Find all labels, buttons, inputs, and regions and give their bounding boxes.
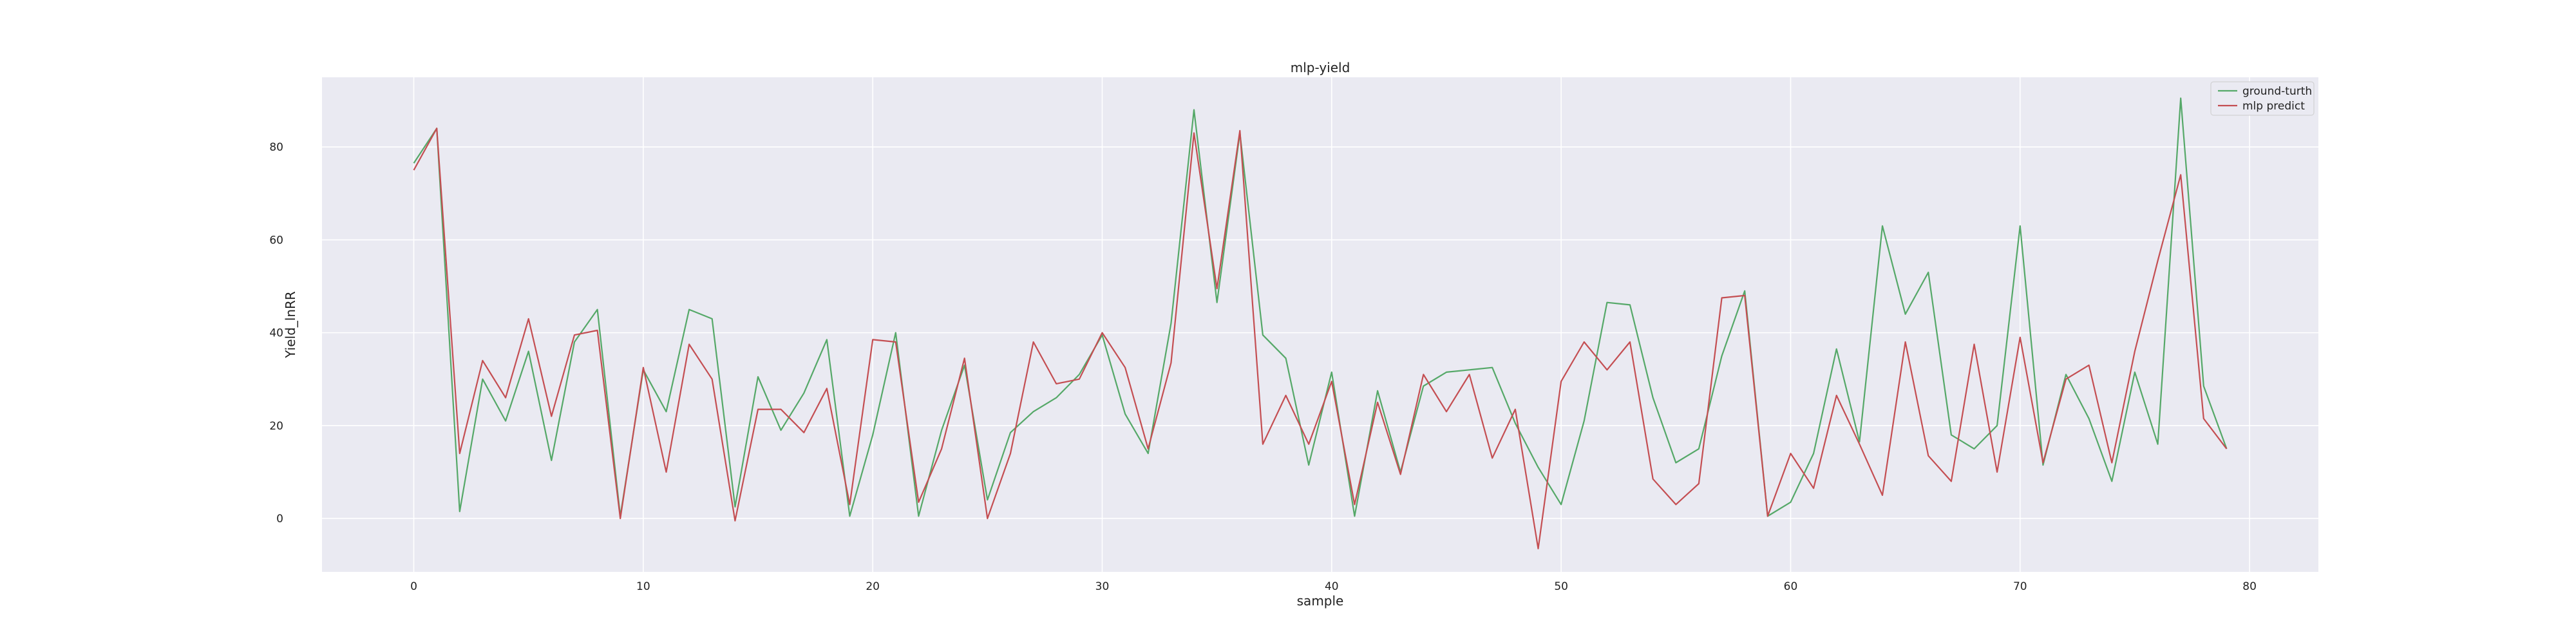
x-tick-labels: 0 10 20 30 40 50 60 70 80 <box>410 580 2257 593</box>
chart-title: mlp-yield <box>1291 60 1350 75</box>
x-tick-label-80: 80 <box>2242 580 2257 593</box>
plot-area <box>322 77 2318 572</box>
series-line-ground-turth <box>413 97 2228 517</box>
legend: ground-turth mlp predict <box>2210 81 2315 116</box>
grid-lines <box>322 77 2318 572</box>
y-tick-label-80: 80 <box>269 141 283 154</box>
x-tick-label-10: 10 <box>636 580 650 593</box>
x-tick-label-30: 30 <box>1095 580 1110 593</box>
x-tick-label-20: 20 <box>866 580 880 593</box>
series-lines <box>413 97 2228 550</box>
x-tick-label-0: 0 <box>410 580 417 593</box>
legend-label-mlp-predict: mlp predict <box>2242 100 2305 113</box>
y-tick-labels: 0 20 40 60 80 <box>269 141 283 526</box>
x-tick-label-60: 60 <box>1784 580 1798 593</box>
x-tick-label-70: 70 <box>2013 580 2027 593</box>
x-tick-label-40: 40 <box>1325 580 1339 593</box>
y-axis-label: Yield_lnRR <box>283 291 298 359</box>
series-line-mlp-predict <box>413 128 2228 550</box>
y-tick-label-40: 40 <box>269 327 283 340</box>
y-tick-label-20: 20 <box>269 420 283 433</box>
y-tick-label-60: 60 <box>269 234 283 247</box>
legend-label-ground-turth: ground-turth <box>2242 85 2312 98</box>
y-tick-label-0: 0 <box>276 513 283 526</box>
x-axis-label: sample <box>1297 593 1344 609</box>
x-tick-label-50: 50 <box>1554 580 1568 593</box>
